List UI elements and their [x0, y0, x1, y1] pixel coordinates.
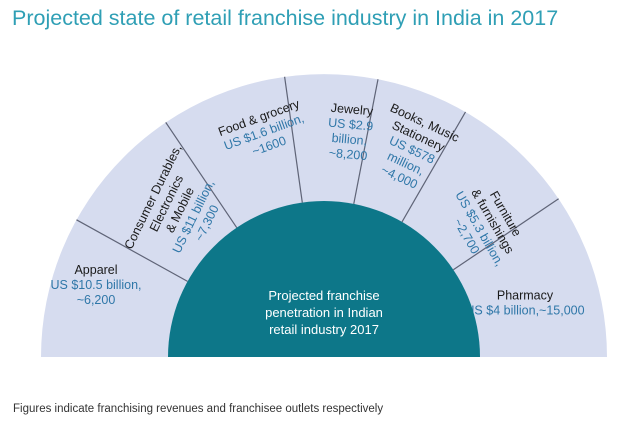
segment-name: Pharmacy: [497, 289, 554, 303]
segment-value: US $2.9: [328, 116, 374, 134]
segment-divider-4: [353, 79, 379, 204]
center-label-line: Projected franchise: [268, 288, 379, 303]
segment-divider-1: [76, 219, 188, 282]
segment-value: US $10.5 billion,: [50, 278, 141, 292]
center-semicircle: [168, 201, 480, 357]
diagram-title: Projected state of retail franchise indu…: [12, 6, 559, 30]
center-label-line: penetration in Indian: [265, 305, 383, 320]
segment-value: ~8,200: [328, 146, 368, 163]
segment-value: ~6,200: [77, 293, 116, 307]
center-label: Projected franchise penetration in Indian…: [265, 288, 383, 337]
center-label-line: retail industry 2017: [269, 322, 379, 337]
segment-divider-2: [165, 122, 238, 229]
figure-caption: Figures indicate franchising revenues an…: [13, 403, 384, 415]
segment-name: Jewelry: [330, 101, 374, 119]
segment-divider-3: [284, 76, 303, 203]
segment-divider-5: [401, 111, 467, 223]
segment-value: US $4 billion,~15,000: [465, 304, 584, 318]
segment-value: billion,: [331, 131, 368, 148]
segment-name: Apparel: [74, 263, 117, 277]
segment-divider-6: [452, 198, 559, 271]
